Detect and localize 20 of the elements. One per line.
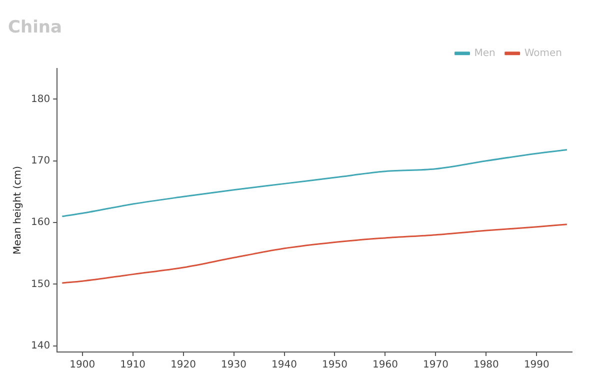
x-tick-label: 1910 <box>120 360 146 371</box>
y-tick-label: 140 <box>30 340 50 352</box>
x-tick-label: 1950 <box>322 360 348 371</box>
line-series <box>61 224 568 284</box>
x-tick-label: 1920 <box>170 360 196 371</box>
legend-label: Men <box>474 48 496 59</box>
y-tick-label: 170 <box>30 155 50 166</box>
x-tick-label: 1980 <box>473 360 499 371</box>
x-tick-label: 1960 <box>372 360 398 371</box>
y-axis-title: Mean height (cm) <box>12 166 24 254</box>
y-tick-label: 150 <box>30 278 50 290</box>
x-tick-label: 1900 <box>70 360 96 371</box>
y-tick-label: 180 <box>30 94 50 105</box>
x-tick-label: 1930 <box>221 360 246 371</box>
x-tick-label: 1990 <box>524 360 550 371</box>
x-tick-label: 1940 <box>272 360 297 371</box>
legend-label: Women <box>524 48 562 59</box>
line-series <box>61 149 568 218</box>
x-tick-label: 1970 <box>422 360 448 371</box>
y-tick-label: 160 <box>30 217 50 228</box>
